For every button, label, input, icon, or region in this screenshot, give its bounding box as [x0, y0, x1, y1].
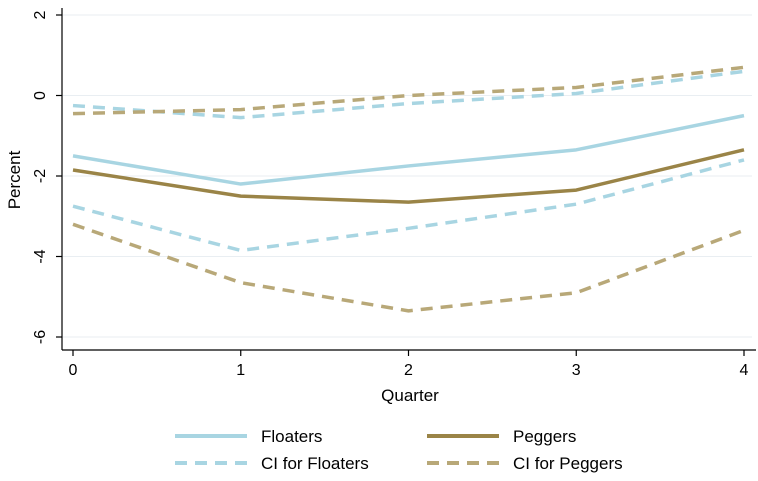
axes-layer: -6 -4 -2 0 2 0 1 2 3 4: [32, 8, 756, 379]
y-tick-label: -2: [32, 169, 49, 183]
series-line-1: [72, 148, 745, 204]
y-tick-label: 0: [32, 91, 49, 100]
series-layer: [72, 65, 745, 313]
x-tick-label: 2: [404, 362, 413, 379]
x-axis-title: Quarter: [381, 386, 439, 405]
x-tick-label: 3: [572, 362, 581, 379]
y-tick-label: -6: [32, 330, 49, 344]
legend-label: Peggers: [513, 427, 576, 446]
series-line-5: [72, 222, 745, 313]
x-tick-label: 4: [740, 362, 749, 379]
series-line-2: [72, 69, 745, 120]
y-tick-label: 2: [32, 10, 49, 19]
legend-label: CI for Peggers: [513, 454, 623, 473]
series-line-4: [72, 158, 745, 253]
x-tick-label: 0: [69, 362, 78, 379]
legend-label: Floaters: [261, 427, 322, 446]
legend-label: CI for Floaters: [261, 454, 369, 473]
legend: Floaters Peggers CI for Floaters CI for Peg…: [175, 427, 623, 473]
y-tick-label: -4: [32, 249, 49, 263]
x-tick-label: 1: [236, 362, 245, 379]
series-line-3: [72, 65, 745, 116]
grid-layer: [62, 14, 752, 338]
y-axis-title: Percent: [5, 150, 24, 209]
series-line-0: [72, 113, 745, 186]
